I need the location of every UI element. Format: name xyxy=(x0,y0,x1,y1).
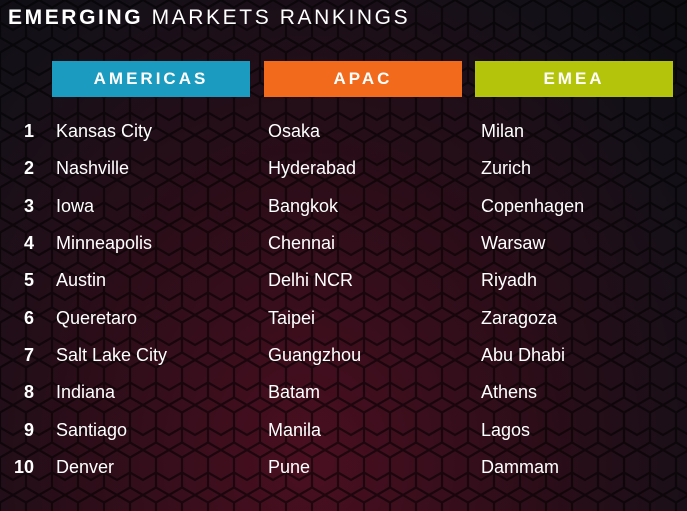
americas-city: Minneapolis xyxy=(56,233,153,253)
americas-city: Nashville xyxy=(56,158,130,178)
americas-city: Iowa xyxy=(56,196,95,216)
emea-city: Zaragoza xyxy=(481,308,558,328)
americas-city: Denver xyxy=(56,457,115,477)
rank-number: 2 xyxy=(23,158,34,178)
rank-number: 8 xyxy=(23,382,34,402)
ranking-row: 5 Austin Delhi NCR Riyadh xyxy=(0,262,687,299)
title-rest: MARKETS RANKINGS xyxy=(143,6,411,29)
apac-city: Bangkok xyxy=(268,196,339,216)
ranking-row: 3 Iowa Bangkok Copenhagen xyxy=(0,188,687,225)
americas-city: Indiana xyxy=(56,382,116,402)
emea-city: Copenhagen xyxy=(481,196,585,216)
apac-city: Osaka xyxy=(268,121,321,141)
apac-city: Chennai xyxy=(268,233,336,253)
title-bold: EMERGING xyxy=(8,6,144,29)
apac-city: Hyderabad xyxy=(268,158,357,178)
emea-city: Warsaw xyxy=(481,233,546,253)
column-header-emea: EMEA xyxy=(475,61,673,97)
ranking-row: 1 Kansas City Osaka Milan xyxy=(0,113,687,150)
emea-city: Riyadh xyxy=(481,270,538,290)
emea-city: Dammam xyxy=(481,457,560,477)
rank-number: 1 xyxy=(23,121,34,141)
apac-city: Batam xyxy=(268,382,321,402)
americas-city: Kansas City xyxy=(56,121,153,141)
rank-number: 4 xyxy=(23,233,34,253)
ranking-row: 10 Denver Pune Dammam xyxy=(0,449,687,486)
americas-city: Austin xyxy=(56,270,107,290)
ranking-row: 6 Queretaro Taipei Zaragoza xyxy=(0,300,687,337)
page-title: EMERGING MARKETS RANKINGS xyxy=(8,6,410,30)
emea-city: Lagos xyxy=(481,420,531,440)
rank-number: 3 xyxy=(23,196,34,216)
apac-city: Taipei xyxy=(268,308,316,328)
emea-city: Athens xyxy=(481,382,538,402)
column-header-apac: APAC xyxy=(264,61,462,97)
apac-city: Manila xyxy=(268,420,322,440)
apac-city: Guangzhou xyxy=(268,345,362,365)
rank-number: 5 xyxy=(23,270,34,290)
ranking-row: 8 Indiana Batam Athens xyxy=(0,374,687,411)
ranking-row: 7 Salt Lake City Guangzhou Abu Dhabi xyxy=(0,337,687,374)
americas-city: Santiago xyxy=(56,420,128,440)
ranking-row: 4 Minneapolis Chennai Warsaw xyxy=(0,225,687,262)
rank-number: 7 xyxy=(23,345,34,365)
americas-city: Queretaro xyxy=(56,308,138,328)
americas-city: Salt Lake City xyxy=(56,345,168,365)
rank-number: 10 xyxy=(13,457,34,477)
column-header-americas: AMERICAS xyxy=(52,61,250,97)
rank-number: 9 xyxy=(23,420,34,440)
apac-city: Pune xyxy=(268,457,311,477)
emea-city: Abu Dhabi xyxy=(481,345,566,365)
emea-city: Milan xyxy=(481,121,525,141)
emea-city: Zurich xyxy=(481,158,532,178)
apac-city: Delhi NCR xyxy=(268,270,354,290)
ranking-row: 2 Nashville Hyderabad Zurich xyxy=(0,150,687,187)
rank-number: 6 xyxy=(23,308,34,328)
ranking-row: 9 Santiago Manila Lagos xyxy=(0,412,687,449)
